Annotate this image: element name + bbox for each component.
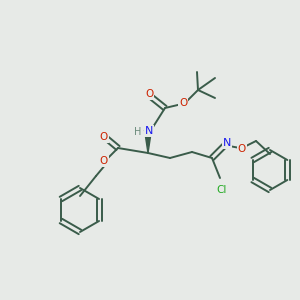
Text: H: H bbox=[134, 127, 142, 137]
Text: O: O bbox=[100, 132, 108, 142]
Text: O: O bbox=[100, 156, 108, 166]
Text: Cl: Cl bbox=[217, 185, 227, 195]
Text: O: O bbox=[145, 89, 153, 99]
Text: N: N bbox=[223, 138, 231, 148]
Text: O: O bbox=[238, 144, 246, 154]
Text: O: O bbox=[179, 98, 187, 108]
Text: N: N bbox=[145, 126, 153, 136]
Polygon shape bbox=[145, 130, 152, 153]
